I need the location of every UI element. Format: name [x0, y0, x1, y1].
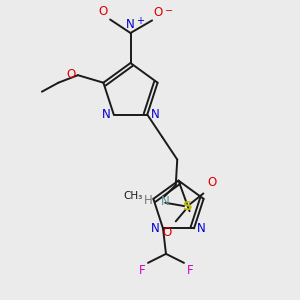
Text: F: F — [186, 264, 193, 278]
Text: O: O — [98, 5, 108, 18]
Text: O: O — [154, 6, 163, 19]
Text: N: N — [126, 18, 135, 31]
Text: F: F — [139, 264, 146, 278]
Text: O: O — [66, 68, 76, 81]
Text: −: − — [165, 6, 173, 16]
Text: O: O — [163, 226, 172, 239]
Text: N: N — [197, 222, 206, 235]
Text: N: N — [151, 222, 160, 235]
Text: O: O — [207, 176, 217, 189]
Text: N: N — [101, 108, 110, 121]
Text: H: H — [144, 194, 153, 208]
Text: +: + — [136, 16, 144, 26]
Text: S: S — [183, 200, 193, 214]
Text: N: N — [151, 108, 160, 121]
Text: CH₃: CH₃ — [124, 191, 143, 201]
Text: N: N — [161, 195, 170, 208]
